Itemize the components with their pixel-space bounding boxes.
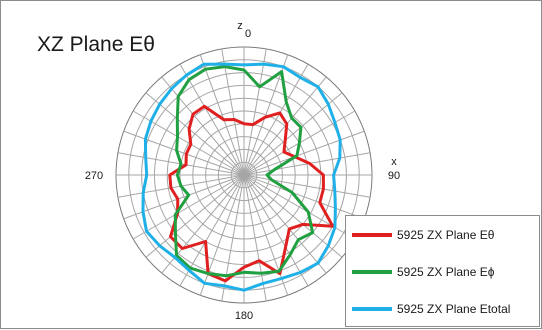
grid-spoke — [243, 174, 309, 287]
grid-spoke — [243, 174, 371, 198]
grid-spoke — [243, 174, 267, 302]
grid-spoke — [243, 92, 343, 176]
legend-label-theta: 5925 ZX Plane Eθ — [397, 228, 495, 242]
series-line-1 — [173, 65, 315, 278]
axis-label-x: x — [391, 156, 397, 168]
legend-item-total: 5925 ZX Plane Etotal — [352, 299, 510, 319]
angle-label-270: 270 — [85, 170, 103, 182]
grid-spoke — [243, 54, 289, 176]
grid-spoke — [145, 92, 245, 176]
legend-swatch-total — [352, 307, 392, 311]
grid-spoke — [161, 76, 245, 176]
grid-spoke — [199, 174, 245, 296]
series-line-2 — [141, 62, 342, 292]
tick-labels: 0 90 180 270 z x — [85, 20, 400, 322]
grid-spoke — [243, 63, 309, 176]
grid-spoke — [243, 130, 365, 176]
legend: 5925 ZX Plane Eθ 5925 ZX Plane Eϕ 5925 Z… — [345, 215, 540, 327]
chart-title: XZ Plane Eθ — [37, 33, 155, 56]
grid-spoke — [243, 174, 289, 296]
axis-label-z: z — [237, 20, 243, 32]
series-line-0 — [168, 104, 335, 283]
grid-spoke — [243, 174, 356, 240]
polar-grid — [115, 46, 373, 304]
legend-item-phi: 5925 ZX Plane Eϕ — [352, 262, 494, 282]
angle-label-90: 90 — [388, 170, 400, 182]
grid-spoke — [243, 174, 343, 258]
grid-spoke — [145, 174, 245, 258]
grid-spoke — [221, 48, 245, 176]
grid-spoke — [123, 130, 245, 176]
grid-spoke — [179, 63, 245, 176]
grid-spoke — [132, 174, 245, 240]
series-group — [141, 62, 342, 292]
legend-label-total: 5925 ZX Plane Etotal — [397, 302, 511, 316]
legend-item-theta: 5925 ZX Plane Eθ — [352, 225, 494, 245]
legend-swatch-theta — [352, 233, 392, 237]
grid-spoke — [243, 48, 267, 176]
angle-label-0: 0 — [245, 28, 251, 40]
grid-spoke — [243, 174, 365, 220]
grid-spoke — [199, 54, 245, 176]
legend-label-phi: 5925 ZX Plane Eϕ — [397, 265, 495, 279]
grid-spoke — [243, 174, 327, 274]
angle-label-180: 180 — [235, 310, 253, 322]
legend-swatch-phi — [352, 270, 392, 274]
